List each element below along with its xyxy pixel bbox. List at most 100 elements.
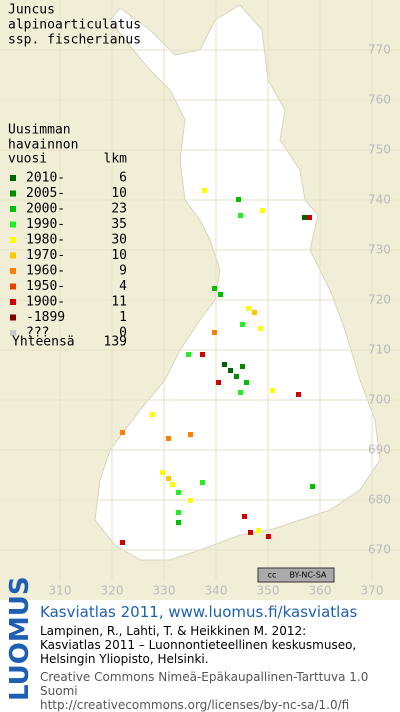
license: Creative Commons Nimeä-Epäkaupallinen-Ta… <box>40 670 400 712</box>
record-square <box>248 530 253 535</box>
species-name: ssp. fischerianus <box>8 33 141 48</box>
record-square <box>238 213 243 218</box>
legend-count: 11 <box>111 295 127 310</box>
footer: LUOMUS Kasviatlas 2011, www.luomus.fi/ka… <box>0 576 400 712</box>
legend-swatch <box>10 268 16 274</box>
y-tick-label: 690 <box>368 443 391 457</box>
cc-badge: cc BY-NC-SA <box>257 567 335 583</box>
record-square <box>252 310 257 315</box>
citation-line: Helsingin Yliopisto, Helsinki. <box>40 652 209 666</box>
citation: Lampinen, R., Lahti, T. & Heikkinen M. 2… <box>40 624 356 666</box>
cc-badge-box <box>257 567 335 583</box>
legend-label: 1900- <box>26 295 65 310</box>
record-square <box>200 480 205 485</box>
legend-count: 30 <box>111 233 127 248</box>
legend-count: 1 <box>119 310 127 325</box>
record-square <box>212 286 217 291</box>
record-square <box>176 520 181 525</box>
legend-label: 2005- <box>26 186 65 201</box>
x-tick-label: 340 <box>205 584 228 598</box>
y-tick-label: 760 <box>368 93 391 107</box>
record-square <box>240 364 245 369</box>
x-tick-label: 320 <box>101 584 124 598</box>
record-square <box>160 470 165 475</box>
legend-label: ??? <box>26 326 49 341</box>
record-square <box>120 430 125 435</box>
x-tick-label: 310 <box>49 584 72 598</box>
legend-count: 9 <box>119 264 127 279</box>
legend-count: 35 <box>111 217 127 232</box>
y-tick-label: 770 <box>368 43 391 57</box>
record-squares <box>120 188 315 545</box>
species-name: Juncus <box>8 3 55 18</box>
record-square <box>200 352 205 357</box>
citation-line: Kasviatlas 2011 – Luonnontieteellinen ke… <box>40 638 357 652</box>
record-square <box>176 490 181 495</box>
legend-label: 1970- <box>26 248 65 263</box>
record-square <box>256 528 261 533</box>
legend-label: 1990- <box>26 217 65 232</box>
legend-count: 4 <box>119 279 127 294</box>
footer-heading: Kasviatlas 2011, www.luomus.fi/kasviatla… <box>40 603 358 621</box>
legend-header: havainnon <box>8 138 78 153</box>
cc-badge-license: BY-NC-SA <box>289 571 327 580</box>
legend-swatch <box>10 299 16 305</box>
legend-count: 0 <box>119 326 127 341</box>
record-square <box>188 432 193 437</box>
legend-swatch <box>10 283 16 290</box>
legend-swatch <box>10 190 16 197</box>
legend-count: 10 <box>111 248 127 263</box>
record-square <box>212 330 217 335</box>
x-tick-label: 350 <box>257 584 280 598</box>
record-square <box>296 392 301 397</box>
record-square <box>228 368 233 373</box>
record-square <box>176 510 181 515</box>
species-name: alpinoarticulatus <box>8 18 141 33</box>
record-square <box>170 482 175 487</box>
record-square <box>310 484 315 489</box>
record-square <box>222 362 227 367</box>
legend-label: 1960- <box>26 264 65 279</box>
record-square <box>246 306 251 311</box>
y-tick-label: 720 <box>368 293 391 307</box>
record-square <box>266 534 271 539</box>
record-square <box>238 390 243 395</box>
brand: LUOMUS <box>5 576 35 701</box>
record-square <box>244 380 249 385</box>
legend-count: 6 <box>119 171 127 186</box>
record-square <box>218 292 223 297</box>
y-tick-label: 680 <box>368 493 391 507</box>
cc-badge-cc: cc <box>268 571 277 580</box>
legend-swatch <box>10 252 16 259</box>
x-tick-label: 330 <box>153 584 176 598</box>
map: Juncus alpinoarticulatus ssp. fischerian… <box>0 0 400 600</box>
record-square <box>150 412 155 417</box>
record-square <box>258 326 263 331</box>
legend-label: -1899 <box>26 310 65 325</box>
legend-swatch <box>10 330 16 336</box>
legend-label: 2010- <box>26 171 65 186</box>
legend-label: 1980- <box>26 233 65 248</box>
y-tick-label: 730 <box>368 243 391 257</box>
x-tick-label: 370 <box>361 584 384 598</box>
legend-header: Uusimman <box>8 123 71 138</box>
record-square <box>188 498 193 503</box>
legend-total-label: Yhteensä <box>12 335 75 350</box>
legend-swatch <box>10 314 16 321</box>
record-square <box>166 436 171 441</box>
legend-swatch <box>10 221 16 228</box>
y-tick-label: 670 <box>368 543 391 557</box>
record-square <box>236 197 241 202</box>
record-square <box>260 208 265 213</box>
legend-swatch <box>10 206 16 212</box>
legend-count: 23 <box>111 202 127 217</box>
finland-outline <box>94 4 381 561</box>
legend-swatch <box>10 175 16 181</box>
record-square <box>186 352 191 357</box>
y-tick-label: 700 <box>368 393 391 407</box>
license-line: Creative Commons Nimeä-Epäkaupallinen-Ta… <box>40 670 369 698</box>
record-square <box>166 476 171 481</box>
legend-swatch <box>10 237 16 243</box>
legend-header: vuosi <box>8 152 47 167</box>
record-square <box>202 188 207 193</box>
